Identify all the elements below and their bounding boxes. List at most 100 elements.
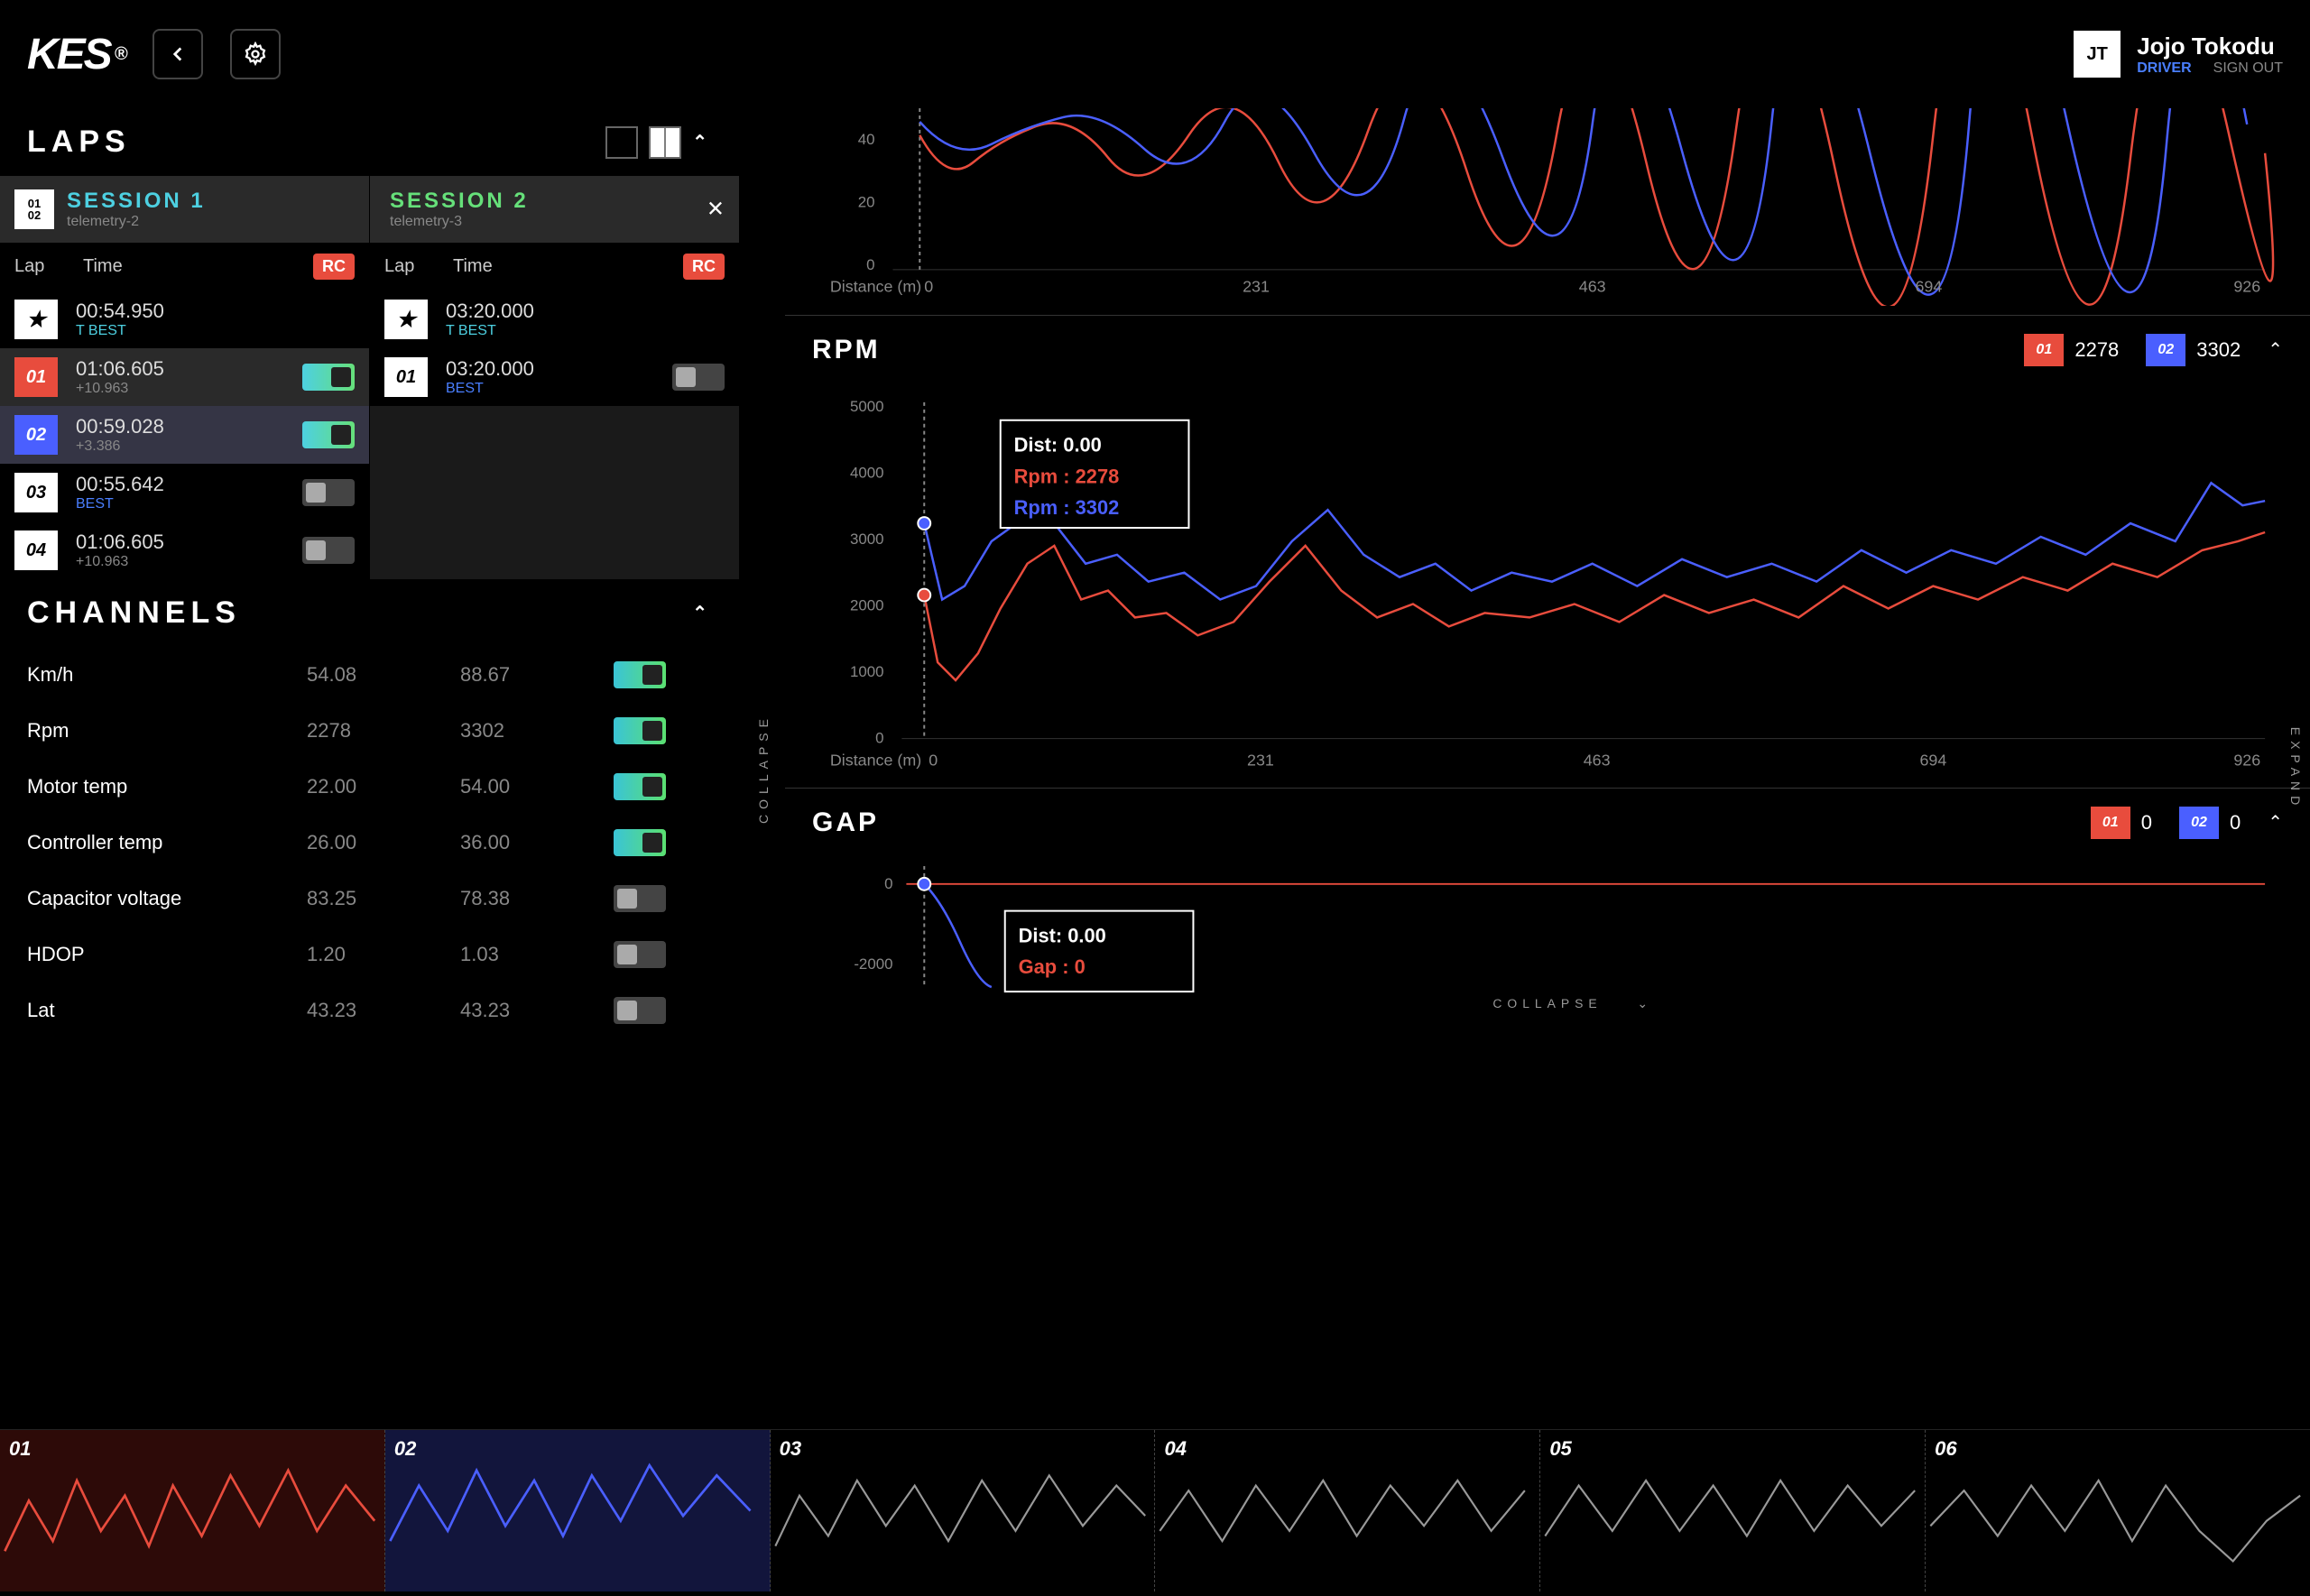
lap-number: 03 xyxy=(14,473,58,512)
lap-time: 00:59.028 xyxy=(76,415,284,438)
channel-value-2: 88.67 xyxy=(460,663,614,687)
lap-time: 00:55.642 xyxy=(76,473,284,496)
chevron-up-icon[interactable]: ⌃ xyxy=(2268,811,2283,834)
lap-row[interactable]: 0101:06.605+10.963 xyxy=(0,348,369,406)
lap-number: 02 xyxy=(14,415,58,455)
session-subtitle: telemetry-2 xyxy=(67,214,206,230)
svg-text:Dist: 0.00: Dist: 0.00 xyxy=(1019,924,1106,946)
chevron-up-icon[interactable]: ⌃ xyxy=(692,602,713,624)
channel-toggle[interactable] xyxy=(614,661,666,688)
legend-badge-01: 01 xyxy=(2024,334,2064,366)
rc-badge[interactable]: RC xyxy=(683,254,725,280)
channel-value-1: 26.00 xyxy=(307,831,460,854)
session-badge: 01 02 xyxy=(14,189,54,229)
channel-row: Motor temp 22.00 54.00 xyxy=(0,759,740,815)
lap-toggle[interactable] xyxy=(672,364,725,391)
channel-toggle[interactable] xyxy=(614,941,666,968)
svg-text:⌄: ⌄ xyxy=(1637,996,1648,1010)
avatar[interactable]: JT xyxy=(2074,31,2121,78)
channel-value-2: 1.03 xyxy=(460,943,614,966)
lap-row[interactable]: 0200:59.028+3.386 xyxy=(0,406,369,464)
lap-toggle[interactable] xyxy=(302,364,355,391)
logo: KES® xyxy=(27,30,125,79)
channel-row: Capacitor voltage 83.25 78.38 xyxy=(0,871,740,927)
gap-panel: GAP 01 0 02 0 ⌃ 0 -2000 xyxy=(785,788,2310,1023)
channel-name: HDOP xyxy=(27,943,307,966)
svg-text:0: 0 xyxy=(875,729,883,746)
lap-toggle[interactable] xyxy=(302,537,355,564)
lap-number: ★ xyxy=(14,300,58,339)
settings-button[interactable] xyxy=(230,29,281,79)
lap-row[interactable]: ★03:20.000T BEST xyxy=(370,291,739,348)
rpm-chart[interactable]: 5000 4000 3000 2000 1000 0 Dist: 0.00 Rp… xyxy=(812,384,2283,779)
lap-strip: 01 02 03 04 05 06 xyxy=(0,1429,2310,1591)
strip-cell[interactable]: 06 xyxy=(1926,1430,2310,1591)
svg-text:20: 20 xyxy=(858,193,875,210)
col-lap: Lap xyxy=(384,256,435,277)
channel-toggle[interactable] xyxy=(614,829,666,856)
rc-badge[interactable]: RC xyxy=(313,254,355,280)
strip-cell[interactable]: 03 xyxy=(771,1430,1156,1591)
session-subtitle: telemetry-3 xyxy=(390,214,529,230)
col-time: Time xyxy=(83,256,295,277)
strip-cell[interactable]: 01 xyxy=(0,1430,385,1591)
lap-row[interactable]: 0300:55.642BEST xyxy=(0,464,369,521)
session-title: SESSION 1 xyxy=(67,189,206,214)
gear-icon xyxy=(243,42,268,67)
lap-time: 01:06.605 xyxy=(76,357,284,381)
strip-cell[interactable]: 02 xyxy=(385,1430,771,1591)
channel-value-1: 2278 xyxy=(307,719,460,743)
strip-cell[interactable]: 05 xyxy=(1540,1430,1926,1591)
channel-row: Km/h 54.08 88.67 xyxy=(0,647,740,703)
back-button[interactable] xyxy=(152,29,203,79)
speed-chart[interactable]: 40 20 0 Distance (m) 0 231 463 694 926 xyxy=(812,108,2283,306)
close-icon[interactable]: ✕ xyxy=(707,197,725,223)
chevron-up-icon[interactable]: ⌃ xyxy=(692,131,713,153)
lap-time: 03:20.000 xyxy=(446,300,725,323)
layout-single-button[interactable] xyxy=(605,126,638,159)
arrow-left-icon xyxy=(166,42,189,66)
channels-title: CHANNELS xyxy=(27,595,241,631)
channel-toggle[interactable] xyxy=(614,997,666,1024)
svg-text:694: 694 xyxy=(1919,751,1946,769)
legend-value: 0 xyxy=(2230,811,2241,835)
channel-row: Rpm 2278 3302 xyxy=(0,703,740,759)
svg-text:0: 0 xyxy=(924,278,933,296)
channel-name: Capacitor voltage xyxy=(27,887,307,910)
sessions: 01 02 SESSION 1 telemetry-2 Lap Time RC … xyxy=(0,176,740,579)
gap-chart[interactable]: 0 -2000 Dist: 0.00 Gap : 0 COLLAPSE ⌄ xyxy=(812,857,2283,1014)
svg-text:0: 0 xyxy=(884,875,892,892)
rpm-panel: RPM 01 2278 02 3302 ⌃ 5000 4000 3000 xyxy=(785,315,2310,788)
channel-toggle[interactable] xyxy=(614,717,666,744)
lap-row[interactable]: ★00:54.950T BEST xyxy=(0,291,369,348)
collapse-label[interactable]: COLLAPSE xyxy=(756,714,771,824)
layout-split-button[interactable] xyxy=(649,126,681,159)
channel-toggle[interactable] xyxy=(614,885,666,912)
svg-text:926: 926 xyxy=(2233,278,2260,296)
svg-text:Rpm : 2278: Rpm : 2278 xyxy=(1014,465,1120,487)
channel-name: Lat xyxy=(27,999,307,1022)
lap-toggle[interactable] xyxy=(302,421,355,448)
svg-text:694: 694 xyxy=(1915,278,1942,296)
lap-number: 01 xyxy=(384,357,428,397)
channel-toggle[interactable] xyxy=(614,773,666,800)
svg-text:0: 0 xyxy=(929,751,938,769)
lap-toggle[interactable] xyxy=(302,479,355,506)
lap-row[interactable]: 0103:20.000BEST xyxy=(370,348,739,406)
channel-row: Controller temp 26.00 36.00 xyxy=(0,815,740,871)
chevron-up-icon[interactable]: ⌃ xyxy=(2268,338,2283,361)
svg-text:-2000: -2000 xyxy=(854,955,892,973)
svg-text:5000: 5000 xyxy=(850,397,884,414)
strip-cell[interactable]: 04 xyxy=(1155,1430,1540,1591)
channel-value-1: 22.00 xyxy=(307,775,460,798)
svg-text:463: 463 xyxy=(1579,278,1606,296)
lap-row[interactable]: 0401:06.605+10.963 xyxy=(0,521,369,579)
svg-text:40: 40 xyxy=(858,131,875,148)
channel-name: Rpm xyxy=(27,719,307,743)
session-1: 01 02 SESSION 1 telemetry-2 Lap Time RC … xyxy=(0,176,370,579)
signout-link[interactable]: SIGN OUT xyxy=(2213,60,2283,77)
session-2: SESSION 2 telemetry-3 ✕ Lap Time RC ★03:… xyxy=(370,176,740,579)
svg-text:231: 231 xyxy=(1243,278,1270,296)
svg-text:Rpm : 3302: Rpm : 3302 xyxy=(1014,496,1120,519)
expand-label[interactable]: EXPAND xyxy=(2288,727,2303,811)
